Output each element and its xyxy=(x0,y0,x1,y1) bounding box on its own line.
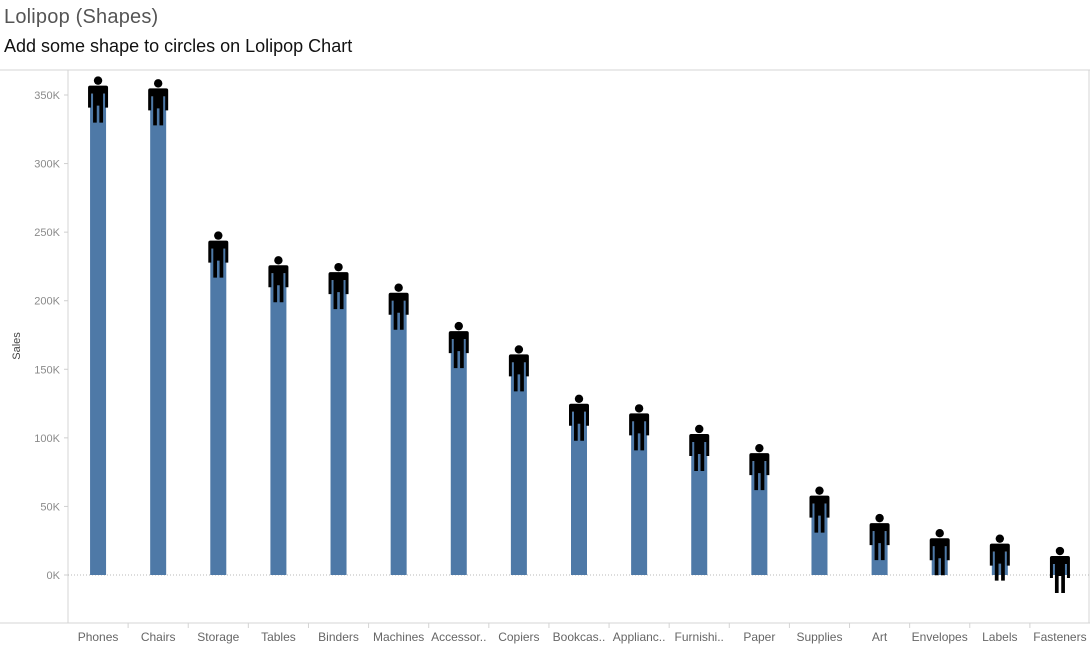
bar xyxy=(270,273,287,575)
y-tick-label: 100K xyxy=(34,433,60,445)
bar xyxy=(390,300,407,575)
person-icon xyxy=(88,76,109,123)
bar xyxy=(691,441,708,575)
y-tick-label: 150K xyxy=(34,364,60,376)
person-icon xyxy=(388,283,409,330)
bar xyxy=(330,280,347,575)
x-category-label: Bookcas.. xyxy=(553,630,606,644)
bar xyxy=(571,411,587,575)
x-category-label: Accessor.. xyxy=(431,630,486,644)
person-icon xyxy=(328,262,349,310)
x-category-label: Fasteners xyxy=(1033,630,1086,644)
chart-title: Lolipop (Shapes) xyxy=(4,6,159,28)
person-icon xyxy=(268,256,289,303)
person-icon xyxy=(1049,546,1070,594)
bar xyxy=(150,96,167,575)
y-tick-label: 0K xyxy=(47,570,61,582)
x-category-label: Tables xyxy=(261,630,296,644)
person-icon xyxy=(508,345,529,392)
y-tick-label: 300K xyxy=(34,159,60,171)
x-category-label: Applianc.. xyxy=(613,630,666,644)
x-category-label: Copiers xyxy=(498,630,539,644)
person-icon xyxy=(448,321,469,369)
y-tick-label: 200K xyxy=(34,296,60,308)
person-icon xyxy=(869,513,890,561)
x-category-label: Machines xyxy=(373,630,424,644)
person-icon xyxy=(989,534,1010,581)
person-icon xyxy=(208,231,229,278)
person-icon xyxy=(809,486,830,533)
x-category-label: Phones xyxy=(78,630,119,644)
person-icon xyxy=(749,443,770,491)
x-category-label: Art xyxy=(872,630,888,644)
person-icon xyxy=(148,79,169,126)
person-icon xyxy=(689,424,710,471)
bar xyxy=(751,461,768,575)
x-category-label: Chairs xyxy=(141,630,176,644)
y-tick-label: 50K xyxy=(40,501,60,513)
x-category-label: Binders xyxy=(318,630,359,644)
x-category-label: Envelopes xyxy=(912,630,968,644)
bar xyxy=(90,93,107,575)
x-category-label: Labels xyxy=(982,630,1017,644)
x-category-label: Supplies xyxy=(796,630,842,644)
person-icon xyxy=(929,529,950,576)
y-tick-label: 250K xyxy=(34,227,60,239)
bar xyxy=(510,362,527,575)
x-category-label: Paper xyxy=(743,630,775,644)
y-axis-title: Sales xyxy=(11,332,23,360)
person-icon xyxy=(569,394,589,441)
bar xyxy=(210,248,227,575)
bar xyxy=(450,339,467,575)
chart-subtitle: Add some shape to circles on Lolipop Cha… xyxy=(4,36,353,56)
x-category-label: Storage xyxy=(197,630,239,644)
bar xyxy=(631,421,648,575)
y-tick-label: 350K xyxy=(34,90,60,102)
x-category-label: Furnishi.. xyxy=(675,630,724,644)
person-icon xyxy=(629,404,650,451)
